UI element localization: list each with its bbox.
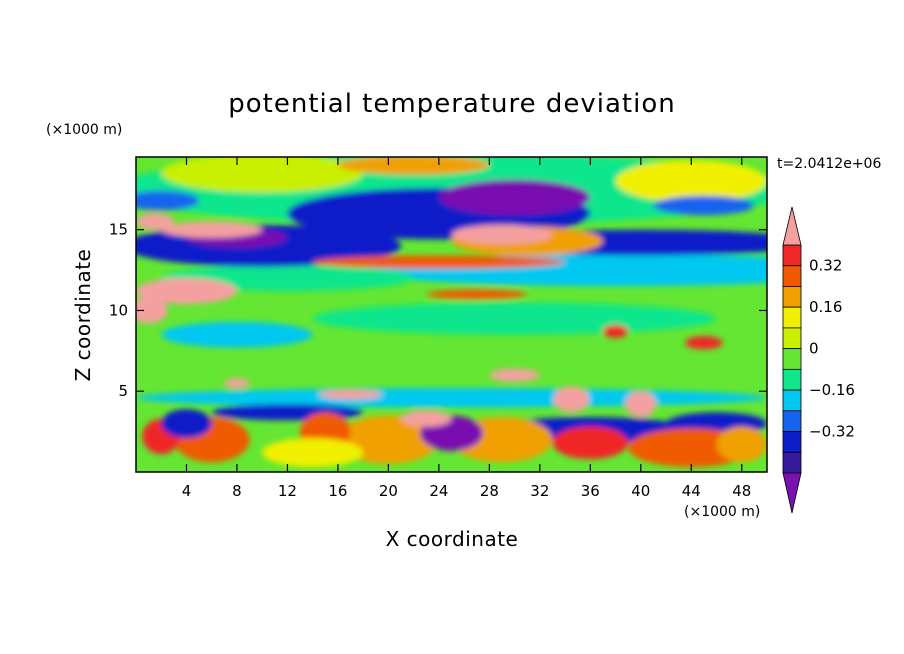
x-tick-label: 32 [530,482,549,500]
contour-region-32 [161,409,212,439]
colorbar-band [782,286,802,308]
y-unit-label: (×1000 m) [46,122,122,138]
contour-region-1 [161,157,364,193]
colorbar-band [782,327,802,350]
contour-region-14 [136,190,200,211]
contour-region-17 [161,221,263,238]
contour-region-43 [224,378,250,388]
colorbar-band [782,348,802,370]
plot-frame [135,156,768,473]
colorbar: 0.32 0.16 0 −0.16 −0.32 [782,206,855,514]
contour-region-40 [625,391,656,418]
contour-region-21 [136,278,237,305]
contour-field [136,157,767,472]
contour-region-44 [684,336,723,350]
contour-region-13 [653,195,755,216]
colorbar-band [782,431,802,453]
x-unit-label: (×1000 m) [684,504,760,520]
contour-region-3 [337,157,490,175]
contour-region-37 [262,438,364,468]
contour-region-20 [426,289,528,300]
y-axis-title: Z coordinate [71,249,95,382]
colorbar-band [782,265,802,287]
x-tick-label: 8 [232,482,242,500]
y-tick-label: 10 [109,301,128,319]
x-tick-label: 40 [631,482,650,500]
contour-region-7 [161,321,313,348]
colorbar-tick-label: −0.32 [809,423,855,441]
contour-region-45 [602,325,629,338]
colorbar-band [782,410,802,432]
colorbar-band [782,306,802,329]
contour-region-2 [615,160,767,203]
contour-region-16 [451,224,553,245]
x-tick-label: 16 [328,482,347,500]
colorbar-tick-label: 0.16 [809,298,842,316]
y-tick-label: 15 [109,221,128,239]
x-tick-label: 28 [480,482,499,500]
contour-region-41 [489,368,540,382]
x-tick-label: 48 [732,482,751,500]
colorbar-tick-label: −0.16 [809,381,855,399]
x-tick-label: 12 [278,482,297,500]
x-tick-label: 20 [379,482,398,500]
colorbar-band [782,244,802,267]
x-tick-label: 36 [581,482,600,500]
x-tick-label: 44 [682,482,701,500]
contour-region-36 [716,426,767,463]
contour-region-23 [136,388,767,408]
contour-region-19 [312,255,566,269]
contour-region-22 [136,297,168,324]
colorbar-bottom-extend [782,472,802,514]
colorbar-band [782,368,802,391]
contour-region-38 [401,410,452,427]
contour-region-42 [318,389,383,400]
contour-region-39 [553,386,590,413]
colorbar-tick-label: 0.32 [809,257,842,275]
x-axis: 4 8 12 16 20 24 28 32 36 40 44 48 [182,157,751,500]
colorbar-band [782,451,802,474]
y-tick-label: 5 [118,382,128,400]
colorbar-top-extend [782,206,802,246]
x-axis-title: X coordinate [386,527,519,551]
time-label: t=2.0412e+06 [777,156,881,172]
contour-region-18 [136,213,174,230]
contour-region-28 [337,415,439,464]
y-axis: 5 10 15 [109,221,767,400]
colorbar-band [782,389,802,412]
chart-title: potential temperature deviation [228,89,675,119]
x-tick-label: 4 [182,482,192,500]
x-tick-label: 24 [429,482,448,500]
contour-region-9 [438,179,591,216]
contour-region-35 [552,426,629,460]
contour-region-6 [312,302,717,335]
colorbar-tick-label: 0 [809,340,819,358]
